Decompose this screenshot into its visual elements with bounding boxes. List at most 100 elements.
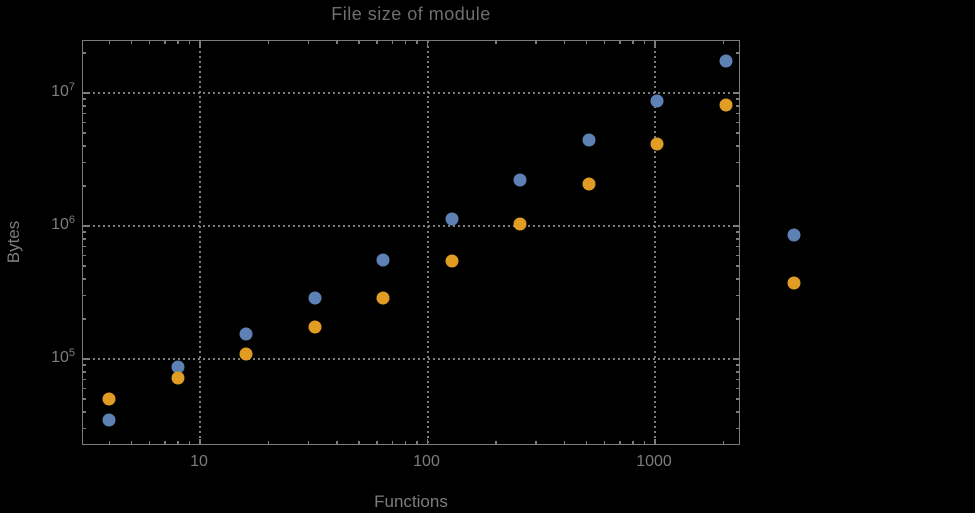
y-minor-tick <box>83 427 86 430</box>
x-minor-tick-top <box>391 41 393 44</box>
y-major-tick <box>83 225 88 227</box>
x-major-tick-top <box>426 41 429 46</box>
x-minor-tick <box>376 441 378 444</box>
x-minor-tick <box>336 441 338 444</box>
y-minor-tick <box>83 278 86 280</box>
x-major-tick <box>654 439 656 444</box>
x-minor-tick <box>416 441 418 444</box>
y-minor-tick <box>83 238 86 240</box>
x-minor-tick <box>267 441 270 444</box>
y-minor-tick <box>83 371 86 373</box>
y-minor-tick-right <box>736 145 739 147</box>
x-minor-tick <box>585 441 588 444</box>
x-minor-tick <box>188 441 191 444</box>
y-minor-tick-right <box>736 161 739 164</box>
gridline-y-1e6 <box>83 225 739 227</box>
data-point-orange <box>513 217 527 231</box>
data-point-orange <box>102 392 116 406</box>
y-major-tick <box>83 358 88 360</box>
x-minor-tick-top <box>619 41 621 44</box>
y-minor-tick-right <box>736 231 739 233</box>
y-minor-tick-right <box>736 411 739 413</box>
y-minor-tick <box>83 121 86 124</box>
x-minor-tick-top <box>130 41 133 44</box>
data-point-orange <box>171 371 185 385</box>
x-minor-tick-top <box>358 41 360 44</box>
gridline-y-1e7 <box>83 92 739 94</box>
y-minor-tick-right <box>736 238 739 240</box>
x-minor-tick <box>619 441 621 444</box>
x-minor-tick-top <box>722 41 725 44</box>
y-minor-tick-right <box>736 387 739 390</box>
y-minor-tick-right <box>736 278 739 280</box>
x-major-tick-top <box>654 41 656 46</box>
y-minor-tick-right <box>736 132 739 134</box>
x-minor-tick-top <box>632 41 634 44</box>
data-point-orange <box>376 291 390 304</box>
y-minor-tick <box>83 105 86 107</box>
y-minor-tick-right <box>736 245 739 248</box>
data-point-orange <box>650 137 664 151</box>
x-minor-tick <box>535 441 537 444</box>
x-minor-tick-top <box>535 41 537 44</box>
y-minor-tick-right <box>736 364 739 366</box>
data-point-blue <box>513 173 527 187</box>
x-minor-tick-top <box>164 41 166 44</box>
x-major-tick-top <box>199 41 201 46</box>
x-minor-tick-top <box>177 41 179 44</box>
y-minor-tick <box>83 265 86 267</box>
y-major-tick-right <box>734 225 739 227</box>
gridline-x-100 <box>426 41 429 444</box>
x-minor-tick-top <box>108 41 111 44</box>
data-point-blue <box>102 413 116 427</box>
gridline-y-1e5 <box>83 358 739 360</box>
y-minor-tick <box>83 161 86 164</box>
y-minor-tick-right <box>736 427 739 430</box>
data-point-blue <box>787 228 801 242</box>
x-minor-tick <box>108 441 111 444</box>
y-minor-tick-right <box>736 294 739 297</box>
gridline-x-1000 <box>654 41 656 444</box>
x-minor-tick-top <box>188 41 191 44</box>
x-minor-tick-top <box>336 41 338 44</box>
x-minor-tick <box>632 441 634 444</box>
data-point-blue <box>582 133 596 147</box>
x-minor-tick <box>130 441 133 444</box>
data-point-blue <box>376 253 390 267</box>
y-minor-tick-right <box>736 371 739 373</box>
gridline-x-10 <box>199 41 201 444</box>
y-minor-tick <box>83 52 86 54</box>
data-point-orange <box>308 320 322 334</box>
x-minor-tick <box>404 441 407 444</box>
y-minor-tick <box>83 245 86 248</box>
chart-title: File size of module <box>331 4 491 24</box>
plot-area <box>82 40 801 445</box>
x-minor-tick-top <box>307 41 310 44</box>
y-minor-tick-right <box>736 378 739 381</box>
x-minor-tick-top <box>267 41 270 44</box>
x-minor-tick <box>164 441 166 444</box>
y-minor-tick-right <box>736 265 739 267</box>
data-point-orange <box>582 177 596 191</box>
y-minor-tick <box>83 387 86 390</box>
x-minor-tick <box>722 441 725 444</box>
data-point-blue <box>171 360 185 374</box>
x-minor-tick-top <box>643 41 646 44</box>
x-minor-tick-top <box>404 41 407 44</box>
y-minor-tick <box>83 145 86 147</box>
y-minor-tick-right <box>736 398 739 400</box>
y-minor-tick-right <box>736 52 739 54</box>
x-minor-tick <box>391 441 393 444</box>
y-minor-tick <box>83 398 86 400</box>
data-point-orange <box>787 276 801 290</box>
x-minor-tick <box>177 441 179 444</box>
y-minor-tick <box>83 294 86 297</box>
y-minor-tick <box>83 185 86 187</box>
y-minor-tick-right <box>736 121 739 124</box>
data-point-blue <box>719 54 733 68</box>
x-minor-tick-top <box>148 41 151 44</box>
data-point-blue <box>445 212 459 226</box>
y-minor-tick <box>83 112 86 115</box>
y-minor-tick <box>83 318 86 320</box>
